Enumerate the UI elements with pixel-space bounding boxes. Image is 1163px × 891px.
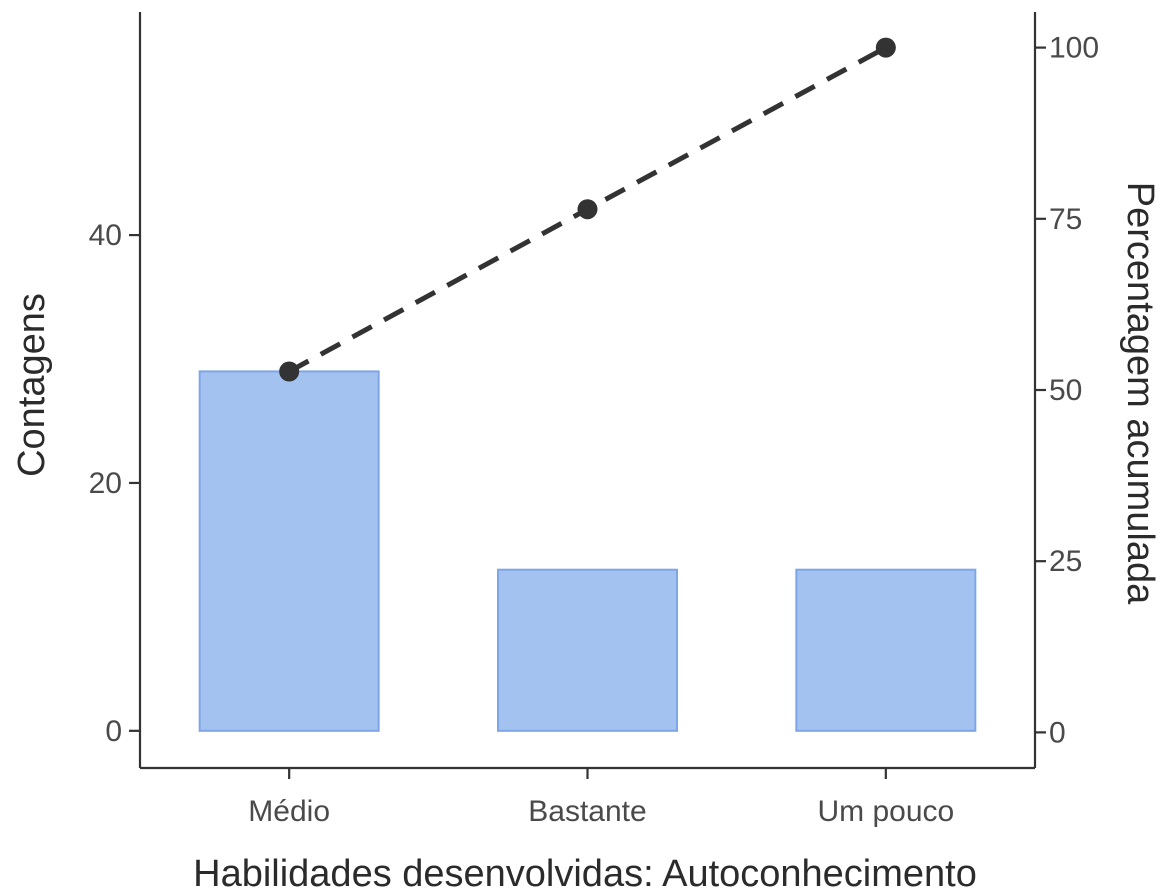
bar-1 xyxy=(497,568,678,732)
cumulative-point-0 xyxy=(279,361,300,382)
y-axis-title-right: Percentagem acumulada xyxy=(1119,182,1161,605)
bar-2 xyxy=(795,568,977,732)
cumulative-point-1 xyxy=(577,199,598,220)
right-tick-label: 0 xyxy=(1049,716,1066,749)
left-tick-label: 0 xyxy=(105,715,122,748)
left-tick-label: 20 xyxy=(89,467,122,500)
right-tick-label: 75 xyxy=(1049,203,1082,236)
x-tick-label: Médio xyxy=(248,795,330,828)
right-tick-label: 50 xyxy=(1049,374,1082,407)
bar-0 xyxy=(198,370,380,732)
cumulative-point-2 xyxy=(875,37,896,58)
right-tick-label: 100 xyxy=(1049,32,1099,65)
x-tick-label: Bastante xyxy=(528,795,646,828)
cumulative-line-layer xyxy=(279,37,896,382)
bars-layer xyxy=(198,370,977,732)
x-axis-title: Habilidades desenvolvidas: Autoconhecime… xyxy=(193,853,977,891)
x-tick-label: Um pouco xyxy=(817,795,954,828)
left-tick-label: 40 xyxy=(89,219,122,252)
y-axis-title-left: Contagens xyxy=(11,293,53,477)
ticks-layer: 0 20 40 0 25 50 75 100 Médio Bastante Um pouco xyxy=(89,32,1099,828)
right-tick-label: 25 xyxy=(1049,545,1082,578)
